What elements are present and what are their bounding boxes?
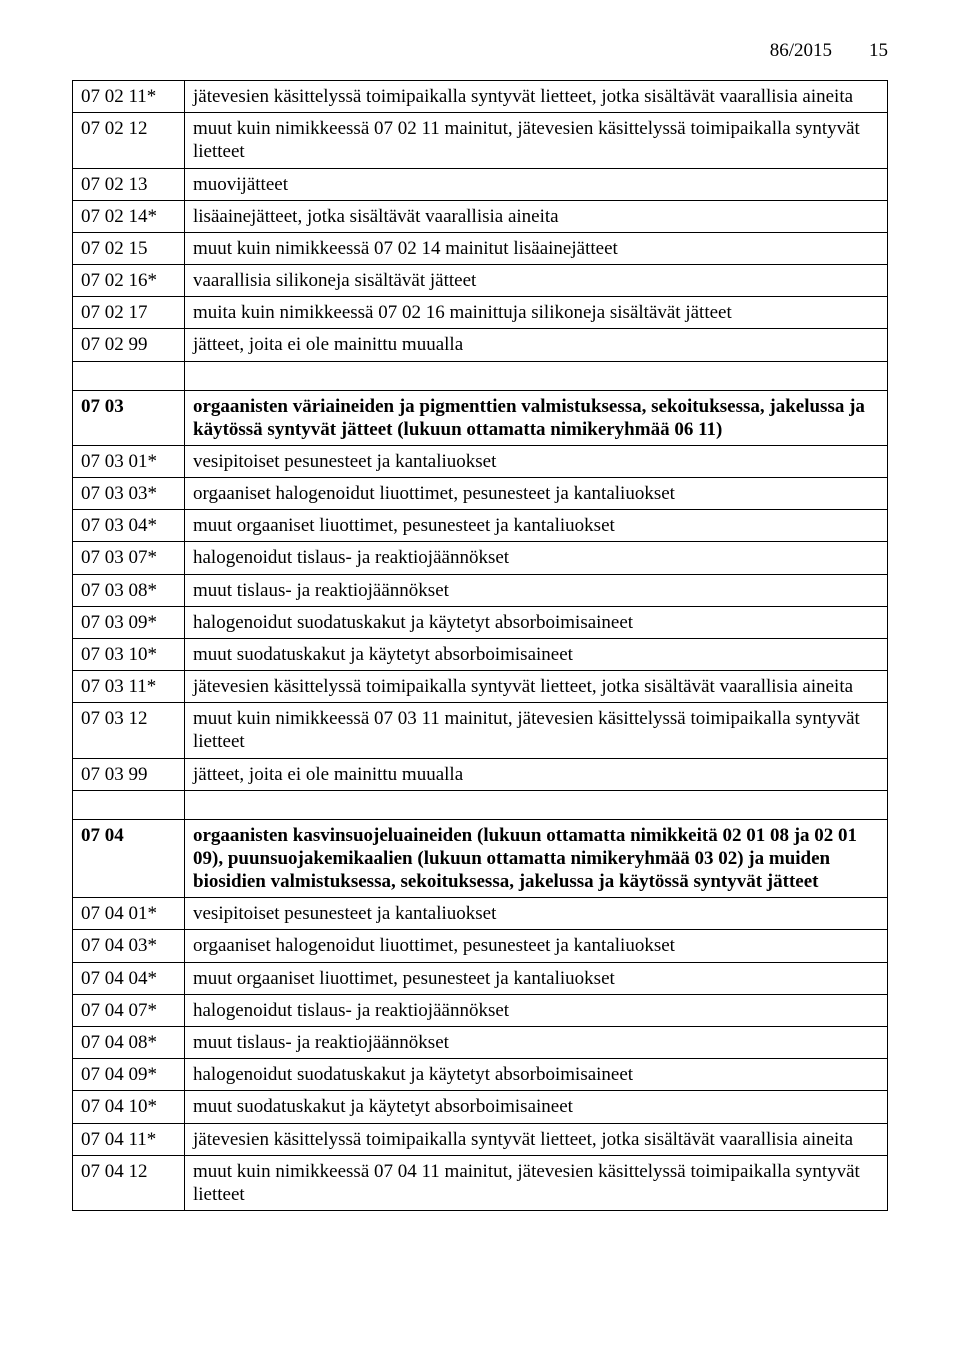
waste-code-cell: 07 02 16* [73, 265, 185, 297]
waste-description-cell: jätteet, joita ei ole mainittu muualla [185, 758, 888, 790]
table-row: 07 02 12muut kuin nimikkeessä 07 02 11 m… [73, 113, 888, 168]
table-row: 07 02 14*lisäainejätteet, jotka sisältäv… [73, 200, 888, 232]
table-row: 07 02 99jätteet, joita ei ole mainittu m… [73, 329, 888, 361]
waste-description-cell: muita kuin nimikkeessä 07 02 16 mainittu… [185, 297, 888, 329]
table-row: 07 02 13muovijätteet [73, 168, 888, 200]
table-row: 07 04 11*jätevesien käsittelyssä toimipa… [73, 1123, 888, 1155]
waste-code-cell: 07 03 03* [73, 478, 185, 510]
table-row: 07 04 08*muut tislaus- ja reaktiojäännök… [73, 1026, 888, 1058]
waste-description-cell: muut orgaaniset liuottimet, pesunesteet … [185, 962, 888, 994]
table-row: 07 02 15muut kuin nimikkeessä 07 02 14 m… [73, 232, 888, 264]
waste-description-cell: jätteet, joita ei ole mainittu muualla [185, 329, 888, 361]
table-row: 07 04 01*vesipitoiset pesunesteet ja kan… [73, 898, 888, 930]
waste-description-cell: muut orgaaniset liuottimet, pesunesteet … [185, 510, 888, 542]
table-row: 07 02 11*jätevesien käsittelyssä toimipa… [73, 81, 888, 113]
waste-code-cell: 07 02 13 [73, 168, 185, 200]
waste-description-cell: jätevesien käsittelyssä toimipaikalla sy… [185, 1123, 888, 1155]
spacer-cell [185, 790, 888, 819]
section-spacer-row [73, 790, 888, 819]
waste-code-cell: 07 04 11* [73, 1123, 185, 1155]
waste-code-cell: 07 02 11* [73, 81, 185, 113]
waste-description-cell: orgaanisten väriaineiden ja pigmenttien … [185, 390, 888, 445]
waste-description-cell: muut tislaus- ja reaktiojäännökset [185, 1026, 888, 1058]
table-row: 07 03 99jätteet, joita ei ole mainittu m… [73, 758, 888, 790]
table-row: 07 03 03*orgaaniset halogenoidut liuotti… [73, 478, 888, 510]
waste-description-cell: muut kuin nimikkeessä 07 02 14 mainitut … [185, 232, 888, 264]
waste-code-cell: 07 04 03* [73, 930, 185, 962]
table-row: 07 03 08*muut tislaus- ja reaktiojäännök… [73, 574, 888, 606]
waste-code-cell: 07 02 14* [73, 200, 185, 232]
waste-description-cell: muut tislaus- ja reaktiojäännökset [185, 574, 888, 606]
waste-description-cell: muut suodatuskakut ja käytetyt absorboim… [185, 1091, 888, 1123]
waste-description-cell: muut suodatuskakut ja käytetyt absorboim… [185, 638, 888, 670]
document-id: 86/2015 [770, 40, 832, 62]
waste-code-cell: 07 04 08* [73, 1026, 185, 1058]
waste-description-cell: orgaanisten kasvinsuojeluaineiden (lukuu… [185, 819, 888, 898]
waste-description-cell: vesipitoiset pesunesteet ja kantaliuokse… [185, 445, 888, 477]
table-row: 07 03 07*halogenoidut tislaus- ja reakti… [73, 542, 888, 574]
waste-description-cell: muut kuin nimikkeessä 07 04 11 mainitut,… [185, 1155, 888, 1210]
waste-description-cell: lisäainejätteet, jotka sisältävät vaaral… [185, 200, 888, 232]
waste-code-cell: 07 04 07* [73, 994, 185, 1026]
table-row: 07 03 11*jätevesien käsittelyssä toimipa… [73, 671, 888, 703]
waste-code-cell: 07 02 12 [73, 113, 185, 168]
table-row: 07 04orgaanisten kasvinsuojeluaineiden (… [73, 819, 888, 898]
table-row: 07 03 01*vesipitoiset pesunesteet ja kan… [73, 445, 888, 477]
waste-code-table: 07 02 11*jätevesien käsittelyssä toimipa… [72, 80, 888, 1211]
table-row: 07 02 16*vaarallisia silikoneja sisältäv… [73, 265, 888, 297]
table-row: 07 04 10*muut suodatuskakut ja käytetyt … [73, 1091, 888, 1123]
waste-code-cell: 07 03 07* [73, 542, 185, 574]
table-row: 07 04 03*orgaaniset halogenoidut liuotti… [73, 930, 888, 962]
spacer-cell [73, 361, 185, 390]
waste-code-cell: 07 04 09* [73, 1059, 185, 1091]
waste-description-cell: jätevesien käsittelyssä toimipaikalla sy… [185, 671, 888, 703]
waste-code-cell: 07 04 10* [73, 1091, 185, 1123]
waste-code-cell: 07 02 99 [73, 329, 185, 361]
page-header: 86/2015 15 [72, 40, 888, 62]
waste-description-cell: muut kuin nimikkeessä 07 03 11 mainitut,… [185, 703, 888, 758]
table-row: 07 02 17muita kuin nimikkeessä 07 02 16 … [73, 297, 888, 329]
waste-description-cell: halogenoidut suodatuskakut ja käytetyt a… [185, 606, 888, 638]
waste-description-cell: orgaaniset halogenoidut liuottimet, pesu… [185, 930, 888, 962]
table-row: 07 03 12muut kuin nimikkeessä 07 03 11 m… [73, 703, 888, 758]
table-row: 07 03 10*muut suodatuskakut ja käytetyt … [73, 638, 888, 670]
table-row: 07 03 04*muut orgaaniset liuottimet, pes… [73, 510, 888, 542]
waste-description-cell: orgaaniset halogenoidut liuottimet, pesu… [185, 478, 888, 510]
document-page: 86/2015 15 07 02 11*jätevesien käsittely… [0, 0, 960, 1348]
spacer-cell [185, 361, 888, 390]
table-row: 07 03orgaanisten väriaineiden ja pigment… [73, 390, 888, 445]
waste-code-cell: 07 03 08* [73, 574, 185, 606]
table-row: 07 04 09*halogenoidut suodatuskakut ja k… [73, 1059, 888, 1091]
waste-code-cell: 07 02 15 [73, 232, 185, 264]
waste-description-cell: halogenoidut tislaus- ja reaktiojäännöks… [185, 542, 888, 574]
table-row: 07 03 09*halogenoidut suodatuskakut ja k… [73, 606, 888, 638]
waste-description-cell: vesipitoiset pesunesteet ja kantaliuokse… [185, 898, 888, 930]
waste-code-cell: 07 03 11* [73, 671, 185, 703]
waste-code-cell: 07 03 [73, 390, 185, 445]
waste-description-cell: muut kuin nimikkeessä 07 02 11 mainitut,… [185, 113, 888, 168]
waste-code-cell: 07 03 04* [73, 510, 185, 542]
waste-code-cell: 07 03 12 [73, 703, 185, 758]
waste-description-cell: vaarallisia silikoneja sisältävät jättee… [185, 265, 888, 297]
waste-code-cell: 07 04 12 [73, 1155, 185, 1210]
waste-description-cell: jätevesien käsittelyssä toimipaikalla sy… [185, 81, 888, 113]
page-number: 15 [860, 40, 888, 62]
waste-description-cell: muovijätteet [185, 168, 888, 200]
table-row: 07 04 12muut kuin nimikkeessä 07 04 11 m… [73, 1155, 888, 1210]
waste-code-cell: 07 04 04* [73, 962, 185, 994]
waste-description-cell: halogenoidut tislaus- ja reaktiojäännöks… [185, 994, 888, 1026]
table-row: 07 04 07*halogenoidut tislaus- ja reakti… [73, 994, 888, 1026]
waste-code-cell: 07 03 99 [73, 758, 185, 790]
section-spacer-row [73, 361, 888, 390]
waste-code-cell: 07 02 17 [73, 297, 185, 329]
waste-code-cell: 07 04 01* [73, 898, 185, 930]
waste-description-cell: halogenoidut suodatuskakut ja käytetyt a… [185, 1059, 888, 1091]
waste-code-cell: 07 03 01* [73, 445, 185, 477]
spacer-cell [73, 790, 185, 819]
waste-code-cell: 07 03 09* [73, 606, 185, 638]
waste-code-cell: 07 04 [73, 819, 185, 898]
table-row: 07 04 04*muut orgaaniset liuottimet, pes… [73, 962, 888, 994]
waste-code-cell: 07 03 10* [73, 638, 185, 670]
